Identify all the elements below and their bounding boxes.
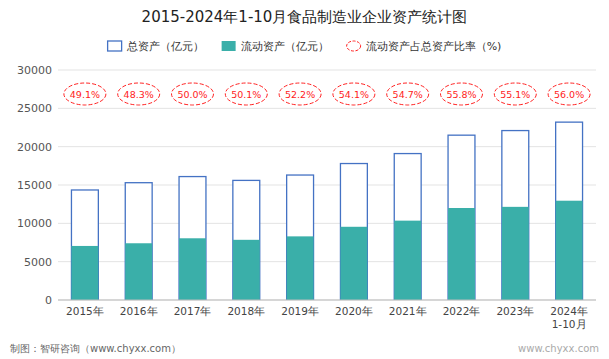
legend-swatch: [347, 41, 361, 51]
bar-total: [179, 177, 206, 300]
bar-current: [287, 236, 314, 300]
ratio-ellipse: [64, 83, 106, 105]
y-tick-label: 30000: [17, 64, 52, 77]
y-tick-label: 0: [45, 294, 52, 307]
bar-total: [448, 135, 475, 300]
ratio-label: 54.7%: [393, 89, 423, 100]
bar-total: [287, 175, 314, 300]
legend-label: 流动资产（亿元）: [241, 40, 329, 53]
ratio-label: 50.1%: [231, 89, 261, 100]
x-tick-label: 2021年: [389, 305, 427, 317]
ratio-label: 56.0%: [554, 89, 584, 100]
y-tick-label: 25000: [17, 102, 52, 115]
chart: 2015-2024年1-10月食品制造业企业资产统计图 0 5000 10000 150…: [0, 0, 609, 359]
ratio-ellipse: [548, 83, 590, 105]
ratio-ellipse: [279, 83, 321, 105]
x-tick-label: 2016年: [120, 305, 158, 317]
legend-item: 流动资产（亿元）: [222, 40, 329, 53]
legend-label: 总资产（亿元）: [126, 40, 204, 53]
x-tick-line: 2021年: [389, 305, 427, 317]
ratio-ellipse: [333, 83, 375, 105]
y-tick-label: 10000: [17, 217, 52, 230]
legend-swatch: [222, 41, 236, 51]
grid: [58, 70, 596, 300]
ratio-ellipse: [441, 83, 483, 105]
bar-current: [394, 221, 421, 300]
legend-swatch: [108, 41, 122, 51]
x-tick-line: 2023年: [496, 305, 534, 317]
bar-current: [448, 208, 475, 300]
x-tick-label: 2022年: [443, 305, 481, 317]
bar-total: [556, 122, 583, 300]
ratio-ellipse: [172, 83, 214, 105]
bar-total: [233, 180, 260, 300]
x-tick-label: 2019年: [281, 305, 319, 317]
y-tick-label: 20000: [17, 141, 52, 154]
x-tick-line: 2017年: [174, 305, 212, 317]
title: 2015-2024年1-10月食品制造业企业资产统计图: [142, 8, 468, 26]
bar-current: [556, 201, 583, 300]
ratio-annotations: 49.1% 48.3% 50.0% 50.1% 52.2% 54.1% 54.7% 55.8%…: [64, 83, 590, 105]
grid-line: [58, 300, 596, 301]
grid-line: [58, 108, 596, 109]
bar-current: [125, 243, 152, 300]
x-tick-line: 2018年: [227, 305, 265, 317]
background: [0, 0, 609, 359]
ratio-ellipse: [118, 83, 160, 105]
watermark: www.chyxx.com: [518, 343, 599, 354]
x-tick-line: 2015年: [66, 305, 104, 317]
legend-item: 流动资产占总资产比率（%): [347, 40, 502, 53]
x-tick-line: 2024年: [550, 305, 588, 317]
x-tick-label: 2020年: [335, 305, 373, 317]
x-tick-line: 2016年: [120, 305, 158, 317]
bar-current: [233, 240, 260, 300]
ratio-label: 52.2%: [285, 89, 315, 100]
ratio-label: 54.1%: [339, 89, 369, 100]
x-tick-line: 2022年: [443, 305, 481, 317]
x-tick-line: 2019年: [281, 305, 319, 317]
x-tick-label: 2017年: [174, 305, 212, 317]
grid-line: [58, 70, 596, 71]
bar-total: [502, 131, 529, 300]
ratio-label: 49.1%: [70, 89, 100, 100]
bar-current: [71, 246, 98, 300]
x-tick-label: 2015年: [66, 305, 104, 317]
x-tick-line: 1-10月: [552, 318, 587, 330]
y-tick-label: 5000: [24, 256, 52, 269]
bar-total: [394, 154, 421, 300]
legend-label: 流动资产占总资产比率（%): [366, 40, 502, 53]
y-tick-label: 15000: [17, 179, 52, 192]
bar-current: [502, 207, 529, 300]
bar-total: [71, 190, 98, 300]
ratio-label: 48.3%: [124, 89, 154, 100]
bar-total: [125, 183, 152, 300]
bars: [71, 122, 582, 300]
ratio-label: 55.8%: [446, 89, 476, 100]
ratio-label: 55.1%: [500, 89, 530, 100]
bar-current: [340, 227, 367, 300]
ratio-ellipse: [225, 83, 267, 105]
x-tick-line: 2020年: [335, 305, 373, 317]
legend-item: 总资产（亿元）: [108, 40, 204, 53]
x-tick-label: 2018年: [227, 305, 265, 317]
bar-current: [179, 238, 206, 300]
x-tick-label: 2024年1-10月: [550, 305, 588, 330]
legend: 总资产（亿元） 流动资产（亿元） 流动资产占总资产比率（%): [108, 40, 502, 53]
bar-total: [340, 164, 367, 300]
ratio-label: 50.0%: [177, 89, 207, 100]
ratio-ellipse: [494, 83, 536, 105]
x-axis-line: [58, 300, 596, 301]
footer: 制图：智研咨询（www.chyxx.com）: [10, 343, 181, 354]
x-tick-label: 2023年: [496, 305, 534, 317]
ratio-ellipse: [387, 83, 429, 105]
